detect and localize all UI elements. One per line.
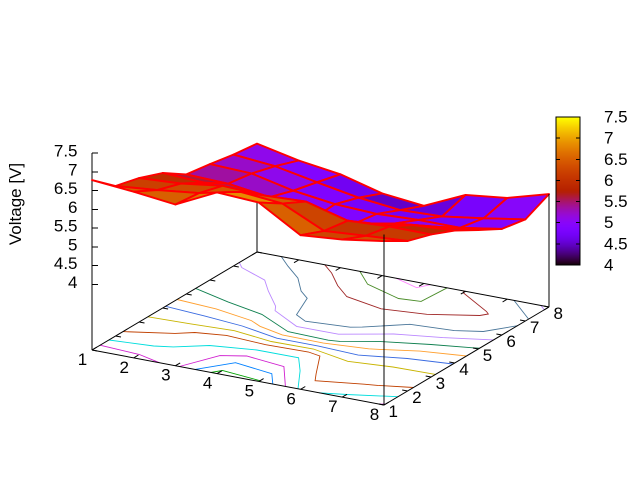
svg-text:1: 1 (389, 402, 398, 421)
svg-text:4: 4 (203, 374, 212, 393)
svg-text:8: 8 (370, 405, 379, 424)
svg-text:6: 6 (604, 171, 613, 190)
svg-text:5: 5 (245, 381, 254, 400)
svg-text:4.5: 4.5 (54, 254, 78, 273)
svg-text:4: 4 (459, 360, 468, 379)
svg-text:6.5: 6.5 (604, 150, 628, 169)
svg-text:3: 3 (161, 366, 170, 385)
svg-text:5: 5 (68, 235, 77, 254)
svg-text:6: 6 (286, 389, 295, 408)
svg-text:2: 2 (412, 388, 421, 407)
svg-text:7.5: 7.5 (54, 142, 78, 161)
svg-text:7: 7 (328, 397, 337, 416)
svg-text:5.5: 5.5 (604, 192, 628, 211)
svg-text:Voltage [V]: Voltage [V] (6, 163, 25, 245)
svg-text:3: 3 (436, 374, 445, 393)
svg-text:4: 4 (68, 273, 77, 292)
svg-text:7: 7 (530, 318, 539, 337)
svg-text:6: 6 (68, 198, 77, 217)
svg-text:1: 1 (78, 350, 87, 369)
svg-text:7: 7 (604, 129, 613, 148)
svg-text:7.5: 7.5 (604, 108, 628, 127)
svg-text:5.5: 5.5 (54, 217, 78, 236)
svg-text:8: 8 (554, 304, 563, 323)
svg-text:6.5: 6.5 (54, 179, 78, 198)
svg-text:4: 4 (604, 256, 613, 275)
svg-text:4.5: 4.5 (604, 234, 628, 253)
svg-text:2: 2 (119, 358, 128, 377)
svg-text:7: 7 (68, 160, 77, 179)
svg-text:6: 6 (506, 332, 515, 351)
svg-text:5: 5 (483, 346, 492, 365)
svg-text:5: 5 (604, 213, 613, 232)
